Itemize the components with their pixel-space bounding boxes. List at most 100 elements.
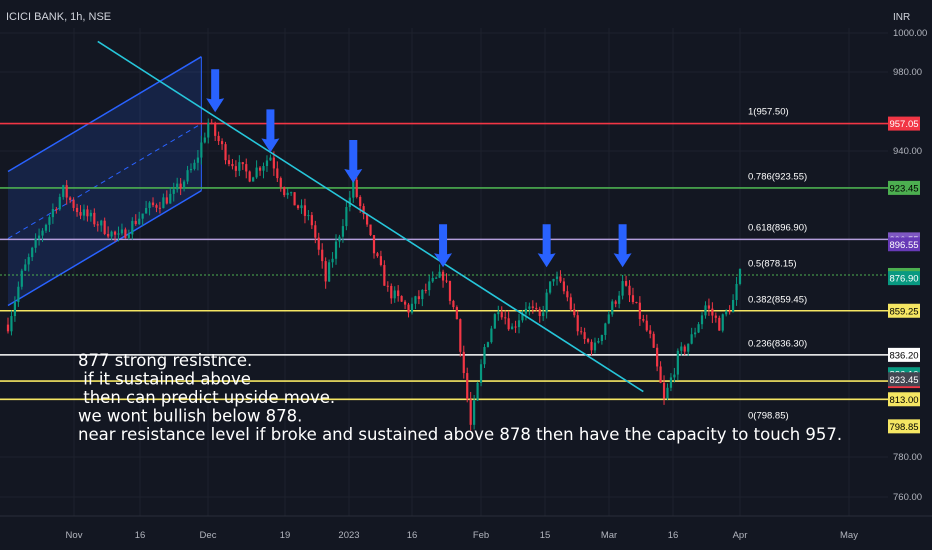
candle-body-11 [44,224,48,231]
price-badge-1-bg [888,271,920,286]
fib-label-5: 0.236(836.30) [748,339,807,350]
candle-body-120 [421,289,424,300]
level-badge-5-bg [888,347,920,362]
candle-body-61 [217,135,220,142]
price-tick-3: 780.00 [893,452,922,463]
level-badge-7-text: 813.00 [889,395,918,406]
time-tick-2: Dec [200,530,217,541]
candle-body-58 [207,122,210,138]
candle-body-34 [124,229,127,238]
candle-body-88 [310,215,313,226]
level-badge-0-text: 957.05 [889,119,918,130]
candle-body-43 [155,205,158,208]
price-badge-4-text: 798.85 [889,422,918,433]
time-axis-background [0,516,932,550]
candle-body-189 [659,366,662,383]
candle-body-15 [58,196,61,210]
candlestick-series [6,118,742,431]
candle-body-205 [714,315,717,318]
candle-body-102 [359,196,362,207]
candle-body-48 [172,189,175,194]
fib-label-3: 0.5(878.15) [748,259,797,270]
candle-body-27 [100,220,103,226]
candle-body-166 [580,331,583,333]
candle-body-70 [248,171,251,182]
text-annotation: 877 strong resistnce. if it sustained ab… [78,351,842,444]
candle-body-154 [538,309,541,317]
channel-lower-line [7,190,202,307]
candle-body-207 [721,314,724,331]
candle-body-140 [490,328,493,343]
time-tick-4: 2023 [338,530,359,541]
arrow-1 [261,109,280,153]
time-tick-11: May [840,530,858,541]
candle-body-14 [55,209,58,211]
fib-label-0: 1(957.50) [748,107,789,118]
channel-upper-line [7,56,202,173]
candle-body-110 [386,285,389,287]
chart-title: ICICI BANK, 1h, NSE [6,11,111,23]
candle-body-2 [13,302,17,317]
candle-body-38 [138,218,141,225]
candle-body-12 [48,217,51,225]
candle-body-89 [314,225,317,238]
arrow-4 [537,224,556,268]
fib-label-4: 0.382(859.45) [748,294,807,305]
candle-body-100 [352,179,355,198]
candle-body-55 [196,157,200,163]
candle-body-179 [624,281,628,286]
time-tick-1: 16 [135,530,146,541]
candle-body-152 [531,306,534,308]
candle-body-47 [169,193,172,204]
candle-body-85 [300,205,303,209]
candle-body-156 [545,292,548,313]
candle-body-195 [680,346,683,351]
time-tick-3: 19 [280,530,291,541]
candle-body-101 [355,179,358,197]
candle-body-186 [649,330,652,334]
candle-body-45 [162,197,165,209]
candle-body-183 [638,302,641,320]
candle-body-133 [466,373,469,400]
candle-body-160 [559,276,562,282]
candle-body-24 [89,212,92,217]
level-badge-7-bg [888,392,920,407]
candle-body-122 [428,281,431,291]
time-axis[interactable]: Nov 16 Dec 19 2023 16 Feb 15 Mar 16 Apr May [0,515,932,550]
candle-body-104 [365,214,369,225]
candle-body-79 [279,178,282,188]
price-badge-0-bg [888,237,920,252]
candle-body-87 [307,215,310,217]
candle-body-135 [473,400,476,425]
price-axis[interactable]: 1000.00 980.00 940.00 780.00 760.00 957.05 923… [888,0,932,550]
candle-body-153 [535,307,538,310]
trendline-line [97,40,644,393]
candle-body-109 [383,265,386,286]
candle-body-49 [176,183,179,190]
candle-body-143 [500,312,503,318]
candle-body-107 [376,253,379,257]
candle-body-111 [390,286,393,299]
candle-body-73 [258,167,262,171]
candle-body-167 [583,332,586,340]
currency-label: INR [893,12,910,23]
candle-body-65 [231,164,234,167]
candle-body-37 [134,220,137,225]
annotation-line-2: then can predict upside move. [78,388,335,407]
candle-body-25 [93,212,96,225]
candle-body-74 [262,166,265,171]
candle-body-175 [611,301,614,315]
candle-body-168 [586,339,590,342]
candle-body-105 [369,224,372,236]
annotation-line-3: we wont bullish below 878. [78,407,302,426]
candle-body-204 [711,308,714,316]
candle-body-180 [628,285,631,296]
candle-body-184 [642,319,645,321]
candle-body-78 [276,168,279,179]
candle-body-142 [497,312,500,315]
candle-body-116 [407,304,410,313]
candle-body-170 [593,342,597,351]
candle-body-148 [517,320,521,328]
candle-body-163 [569,297,572,310]
